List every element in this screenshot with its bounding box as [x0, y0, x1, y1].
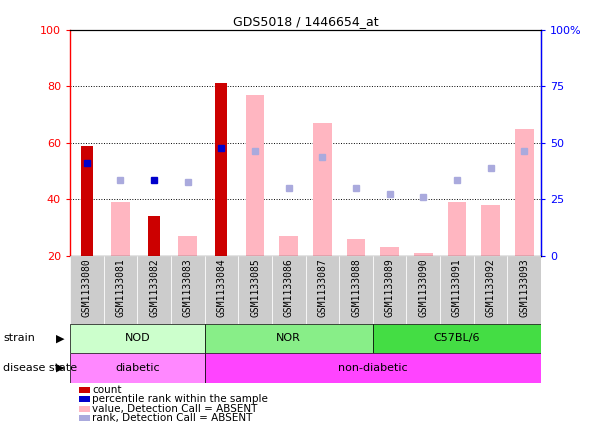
- Bar: [103, 256, 137, 324]
- Bar: [347, 239, 365, 256]
- Text: strain: strain: [3, 333, 35, 343]
- Bar: [171, 256, 204, 324]
- Bar: [215, 83, 227, 256]
- Text: GSM1133090: GSM1133090: [418, 258, 428, 317]
- Text: percentile rank within the sample: percentile rank within the sample: [92, 394, 268, 404]
- Bar: [111, 202, 130, 256]
- Bar: [313, 123, 331, 256]
- Bar: [447, 202, 466, 256]
- Bar: [238, 256, 272, 324]
- Bar: [508, 256, 541, 324]
- Text: non-diabetic: non-diabetic: [338, 363, 407, 373]
- Text: rank, Detection Call = ABSENT: rank, Detection Call = ABSENT: [92, 413, 253, 423]
- Text: C57BL/6: C57BL/6: [434, 333, 480, 343]
- Bar: [204, 256, 238, 324]
- Text: GSM1133083: GSM1133083: [183, 258, 193, 317]
- Title: GDS5018 / 1446654_at: GDS5018 / 1446654_at: [233, 16, 378, 28]
- Bar: [474, 256, 508, 324]
- Bar: [204, 353, 541, 383]
- Text: GSM1133081: GSM1133081: [116, 258, 125, 317]
- Text: GSM1133086: GSM1133086: [284, 258, 294, 317]
- Bar: [70, 353, 204, 383]
- Text: GSM1133091: GSM1133091: [452, 258, 462, 317]
- Text: GSM1133089: GSM1133089: [385, 258, 395, 317]
- Text: ▶: ▶: [56, 333, 64, 343]
- Bar: [305, 256, 339, 324]
- Text: NOD: NOD: [125, 333, 150, 343]
- Bar: [482, 205, 500, 256]
- Text: disease state: disease state: [3, 363, 77, 373]
- Bar: [70, 324, 204, 353]
- Bar: [179, 236, 197, 256]
- Text: count: count: [92, 385, 122, 395]
- Text: GSM1133080: GSM1133080: [81, 258, 92, 317]
- Bar: [381, 247, 399, 256]
- Bar: [373, 324, 541, 353]
- Text: GSM1133088: GSM1133088: [351, 258, 361, 317]
- Bar: [81, 146, 92, 256]
- Bar: [137, 256, 171, 324]
- Bar: [440, 256, 474, 324]
- Bar: [272, 256, 305, 324]
- Bar: [407, 256, 440, 324]
- Text: value, Detection Call = ABSENT: value, Detection Call = ABSENT: [92, 404, 258, 414]
- Text: NOR: NOR: [276, 333, 301, 343]
- Bar: [70, 256, 103, 324]
- Text: GSM1133093: GSM1133093: [519, 258, 530, 317]
- Text: diabetic: diabetic: [115, 363, 159, 373]
- Bar: [246, 95, 264, 256]
- Bar: [148, 216, 160, 256]
- Text: GSM1133087: GSM1133087: [317, 258, 327, 317]
- Bar: [373, 256, 407, 324]
- Bar: [280, 236, 298, 256]
- Text: GSM1133092: GSM1133092: [486, 258, 496, 317]
- Bar: [204, 324, 373, 353]
- Text: GSM1133085: GSM1133085: [250, 258, 260, 317]
- Bar: [339, 256, 373, 324]
- Text: ▶: ▶: [56, 363, 64, 373]
- Bar: [414, 253, 432, 256]
- Text: GSM1133084: GSM1133084: [216, 258, 226, 317]
- Text: GSM1133082: GSM1133082: [149, 258, 159, 317]
- Bar: [515, 129, 534, 256]
